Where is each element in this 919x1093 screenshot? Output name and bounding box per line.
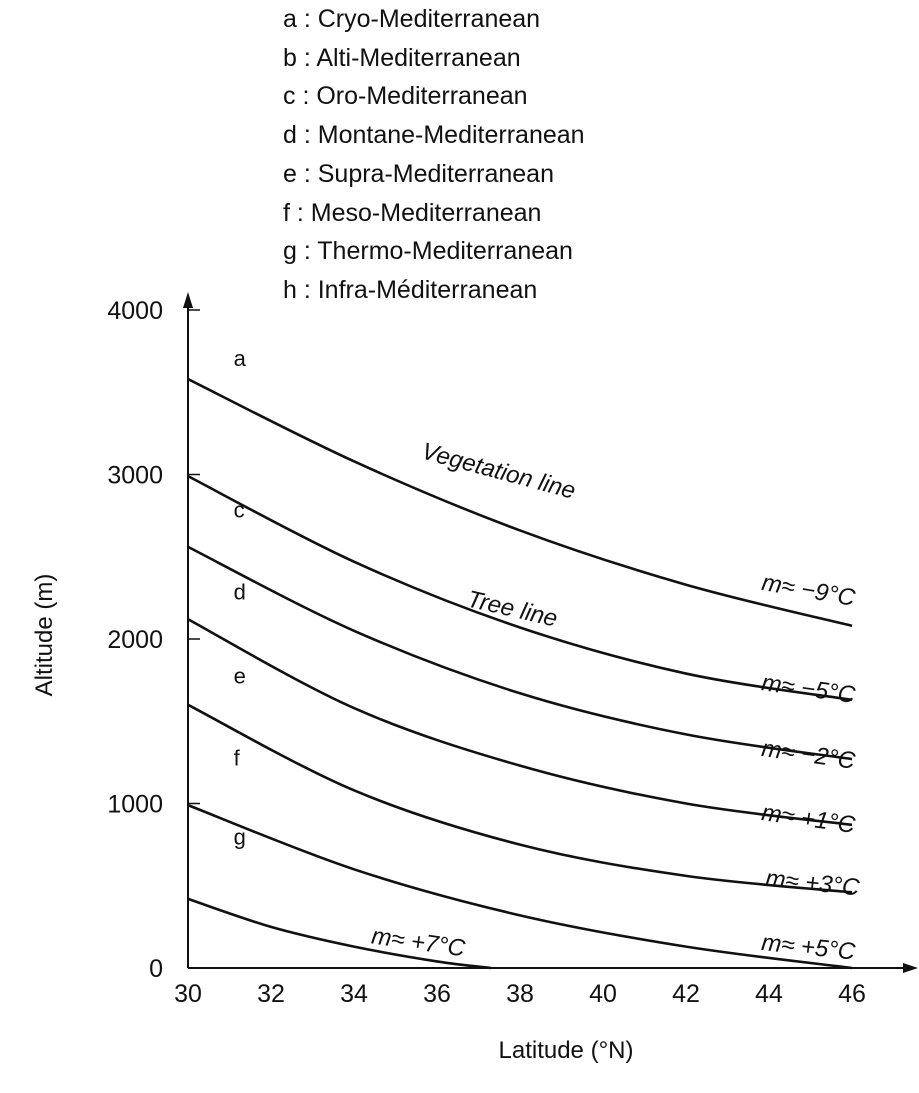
annotation-10: m≈ −2°C <box>760 735 858 775</box>
zone-boundary-line-7 <box>187 897 492 970</box>
legend-item-b: b : Alti-Mediterranean <box>283 43 521 72</box>
y-axis-arrow <box>183 292 193 308</box>
zone-boundary-line-1 <box>187 377 853 628</box>
annotation-6: Vegetation line <box>419 438 579 505</box>
legend-item-g: g : Thermo-Mediterranean <box>283 237 573 266</box>
legend-item-c: c : Oro-Mediterranean <box>283 82 528 111</box>
zone-boundary-line-3 <box>187 545 853 761</box>
annotation-12: m≈ +3°C <box>764 865 861 902</box>
x-tick-label-30: 30 <box>174 980 202 1008</box>
zone-boundary-line-2 <box>187 474 853 702</box>
zone-boundary-line-4 <box>187 618 853 827</box>
annotation-8: m≈ −9°C <box>760 569 858 612</box>
x-tick-label-38: 38 <box>506 980 534 1008</box>
zone-letter-a: a <box>234 346 247 371</box>
tick-group: 30 32 34 36 38 40 42 44 46 0 1000 2000 3000 4000 <box>107 297 866 1008</box>
annotation-11: m≈ +1°C <box>760 799 858 839</box>
x-tick-label-32: 32 <box>257 980 285 1008</box>
zone-letter-e: e <box>234 663 246 688</box>
x-tick-label-34: 34 <box>340 980 368 1008</box>
annotation-14: m≈ +5°C <box>760 929 857 966</box>
y-tick-label-3000: 3000 <box>107 462 163 490</box>
zone-letter-f: f <box>234 746 241 771</box>
x-axis-arrow <box>903 963 918 973</box>
legend-item-h: h : Infra-Méditerranean <box>283 275 538 304</box>
x-axis-title: Latitude (°N) <box>499 1037 634 1064</box>
x-tick-label-40: 40 <box>589 980 617 1008</box>
legend: a : Cryo-Mediterranean b : Alti-Mediterr… <box>283 0 585 310</box>
y-tick-label-0: 0 <box>149 955 163 983</box>
legend-item-f: f : Meso-Mediterranean <box>283 198 542 227</box>
y-tick-label-1000: 1000 <box>107 791 163 819</box>
y-axis-title: Altitude (m) <box>31 574 58 697</box>
zone-letter-c: c <box>234 497 245 522</box>
annotation-9: m≈ −5°C <box>760 669 858 709</box>
zone-letter-g: g <box>234 825 246 850</box>
curve-group <box>187 377 853 970</box>
x-tick-label-46: 46 <box>838 980 866 1008</box>
legend-item-a: a : Cryo-Mediterranean <box>283 5 541 33</box>
x-tick-label-42: 42 <box>672 980 700 1008</box>
x-tick-label-36: 36 <box>423 980 451 1008</box>
y-tick-label-2000: 2000 <box>107 626 163 654</box>
legend-item-d: d : Montane-Mediterranean <box>283 121 585 150</box>
x-tick-label-44: 44 <box>755 980 783 1008</box>
y-tick-label-4000: 4000 <box>107 297 163 325</box>
legend-item-e: e : Supra-Mediterranean <box>283 159 554 188</box>
zone-boundary-line-5 <box>187 703 853 894</box>
annotation-13: m≈ +7°C <box>370 923 468 963</box>
zone-boundary-line-6 <box>187 803 853 970</box>
zone-letter-d: d <box>234 580 246 605</box>
